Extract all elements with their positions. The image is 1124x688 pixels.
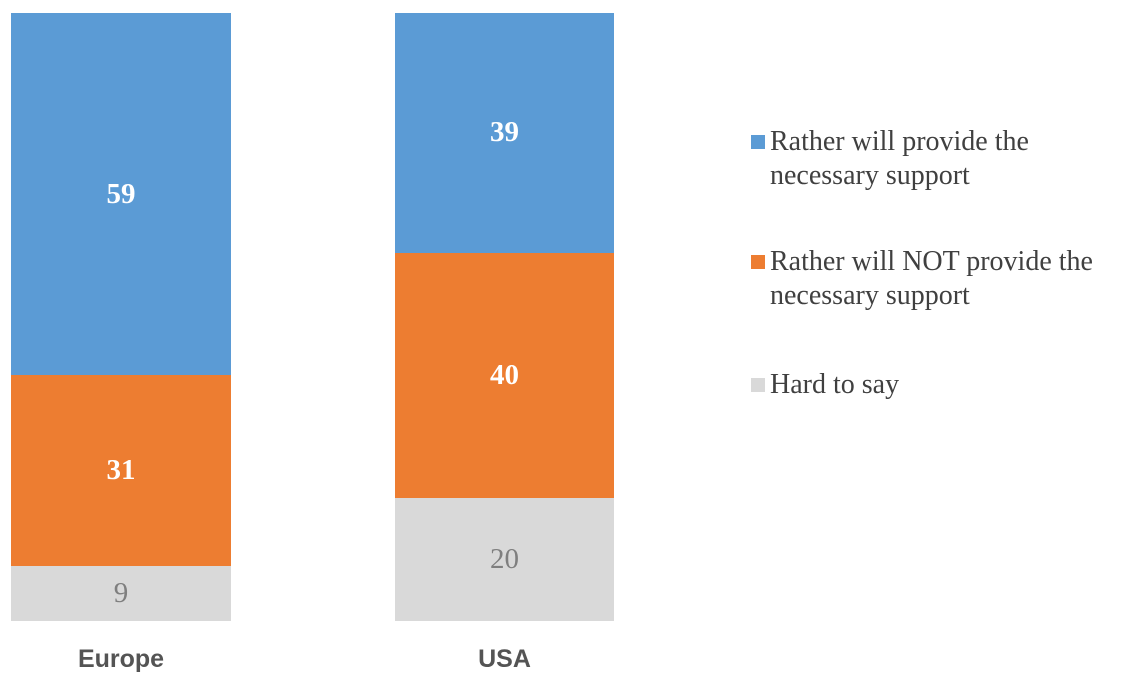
plot-area: 59 31 9 39 40 20 Europe USA xyxy=(0,7,740,673)
legend-item-provide-support: Rather will provide the necessary suppor… xyxy=(751,125,1120,193)
category-label-europe: Europe xyxy=(77,645,165,673)
category-label-usa: USA xyxy=(478,645,531,673)
legend-swatch-hard-to-say xyxy=(751,378,765,392)
bar-column-usa: 39 40 20 xyxy=(395,7,614,621)
legend-swatch-not-provide-support xyxy=(751,255,765,269)
legend-item-hard-to-say: Hard to say xyxy=(751,368,1120,402)
bar-column-europe: 59 31 9 xyxy=(11,7,231,621)
segment-value-label: 9 xyxy=(113,576,129,609)
segment-value-label: 31 xyxy=(106,454,136,487)
bar-segment-usa-series-2: 20 xyxy=(395,498,614,621)
segment-value-label: 59 xyxy=(106,177,136,210)
legend-label-not-provide-support: Rather will NOT provide the necessary su… xyxy=(770,246,1093,311)
bar-segment-usa-series-1: 40 xyxy=(395,252,614,499)
bar-segment-europe-series-2: 9 xyxy=(11,565,231,621)
segment-value-label: 39 xyxy=(490,116,519,149)
legend-item-not-provide-support: Rather will NOT provide the necessary su… xyxy=(751,245,1120,313)
bar-segment-europe-series-0: 59 xyxy=(11,13,231,376)
bar-segment-europe-series-1: 31 xyxy=(11,375,231,566)
legend-label-provide-support: Rather will provide the necessary suppor… xyxy=(770,126,1029,191)
legend-swatch-provide-support xyxy=(751,135,765,149)
legend-label-hard-to-say: Hard to say xyxy=(770,369,900,400)
segment-value-label: 40 xyxy=(490,358,519,391)
segment-value-label: 20 xyxy=(490,543,519,576)
bar-segment-usa-series-0: 39 xyxy=(395,13,614,253)
